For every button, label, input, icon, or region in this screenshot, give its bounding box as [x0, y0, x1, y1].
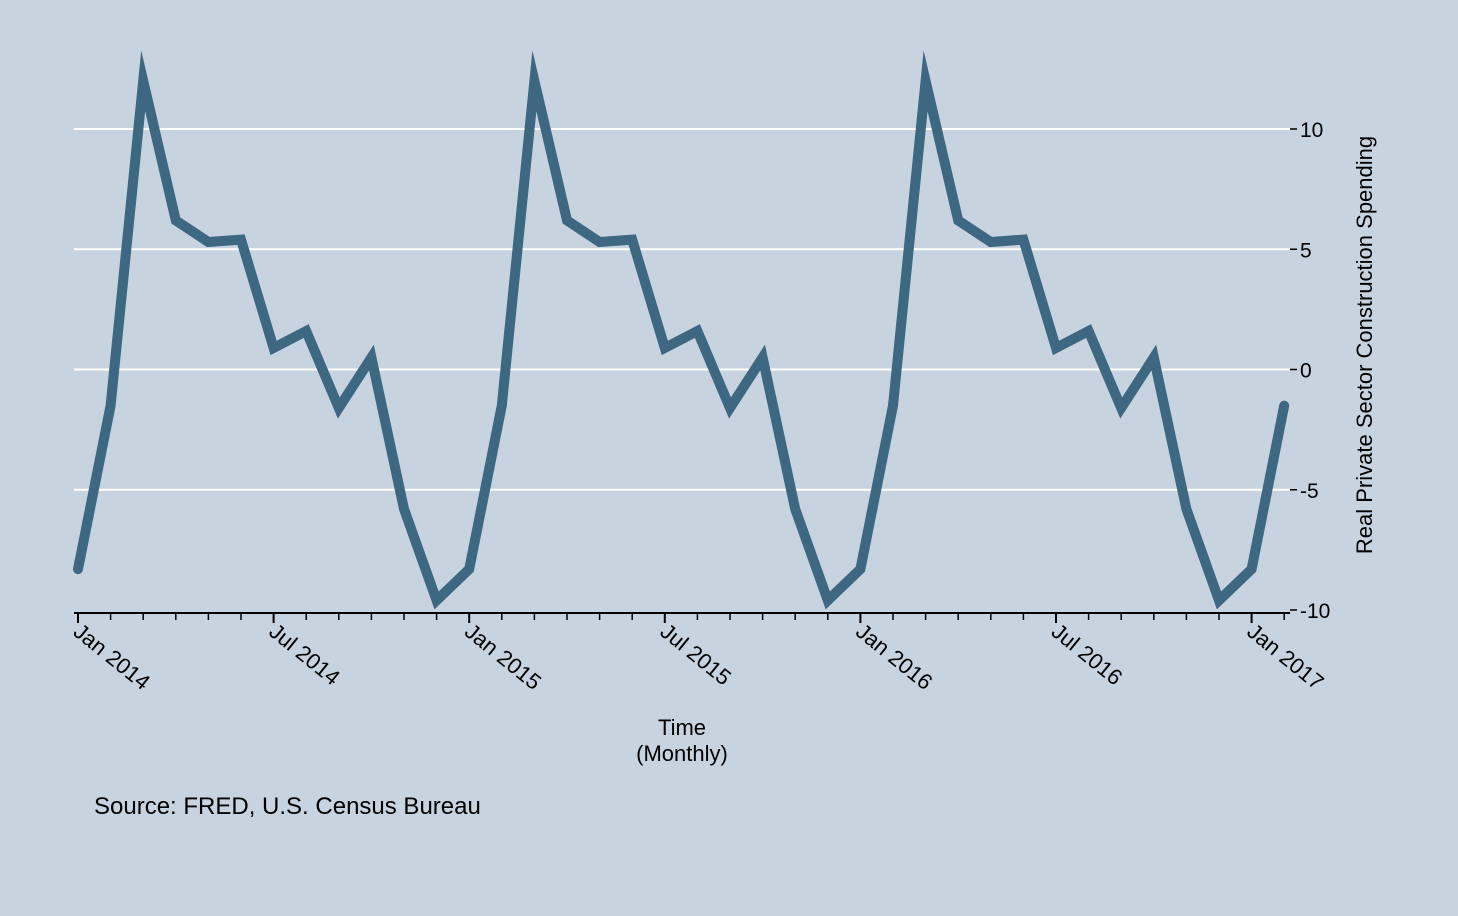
y-tick-label: 5	[1300, 239, 1312, 262]
series-line	[73, 50, 1290, 610]
y-tick-label: -5	[1300, 480, 1319, 503]
y-tick-label: -10	[1300, 600, 1330, 623]
y-tick-label: 10	[1300, 119, 1323, 142]
gridlines	[74, 128, 1290, 491]
series-layer	[73, 50, 1290, 610]
x-axis-title: Time	[658, 715, 706, 740]
y-tick-label: 0	[1300, 360, 1312, 383]
y-axis-title: Real Private Sector Construction Spendin…	[1352, 136, 1377, 554]
labels: Time (Monthly) Real Private Sector Const…	[94, 136, 1377, 820]
source-note: Source: FRED, U.S. Census Bureau	[94, 793, 481, 820]
x-axis-subtitle: (Monthly)	[636, 741, 728, 766]
